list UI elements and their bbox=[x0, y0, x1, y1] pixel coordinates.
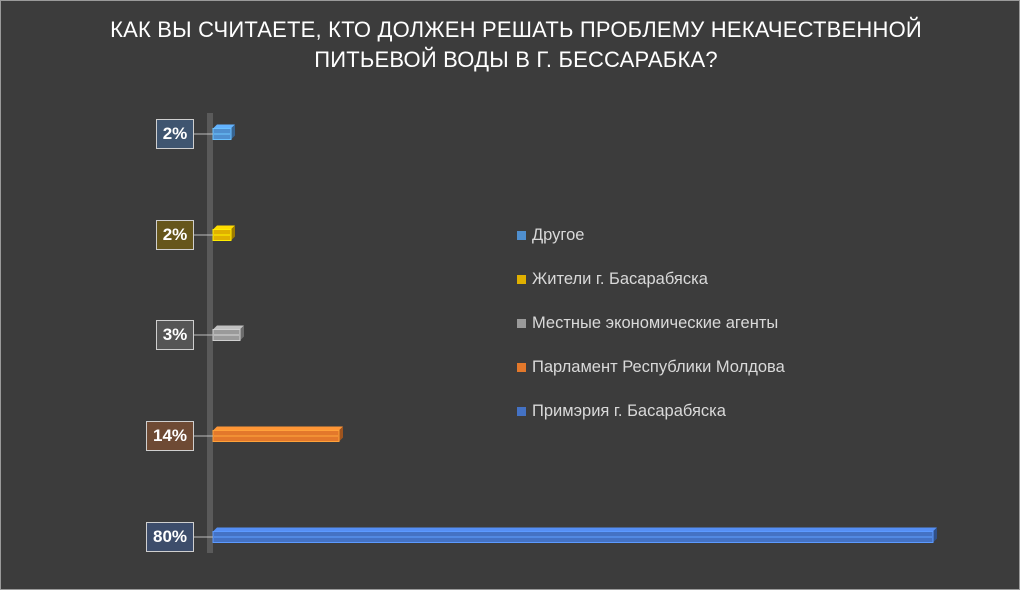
bar-side-city-hall bbox=[933, 527, 937, 543]
bar-local-agents bbox=[212, 325, 244, 341]
legend-swatch-local-agents bbox=[517, 318, 526, 328]
legend-item-city-hall: Примэрия г. Басарабяска bbox=[517, 389, 857, 433]
data-label-city-hall: 80% bbox=[146, 522, 194, 552]
bar-other bbox=[212, 124, 235, 140]
legend-item-parliament: Парламент Республики Молдова bbox=[517, 345, 857, 389]
data-label-local-agents: 3% bbox=[156, 320, 194, 350]
bar-top-residents bbox=[213, 225, 235, 230]
data-label-other: 2% bbox=[156, 119, 194, 149]
legend-swatch-parliament bbox=[517, 362, 526, 372]
bar-city-hall bbox=[212, 527, 937, 543]
data-label-parliament: 14% bbox=[146, 421, 194, 451]
bar-parliament bbox=[212, 426, 343, 442]
chart-title-line-1: КАК ВЫ СЧИТАЕТЕ, КТО ДОЛЖЕН РЕШАТЬ ПРОБЛ… bbox=[110, 17, 922, 42]
bar-top-local-agents bbox=[213, 325, 244, 330]
bar-top-city-hall bbox=[213, 527, 937, 532]
chart-title-line-2: ПИТЬЕВОЙ ВОДЫ В Г. БЕССАРАБКА? bbox=[314, 47, 718, 72]
bar-residents bbox=[212, 225, 235, 241]
legend-label-other: Другое bbox=[532, 225, 585, 244]
bar-top-parliament bbox=[213, 426, 343, 431]
legend-label-local-agents: Местные экономические агенты bbox=[532, 313, 779, 332]
legend: Другое Жители г. Басарабяска Местные эко… bbox=[517, 213, 857, 433]
bar-top-other bbox=[213, 124, 235, 129]
legend-item-other: Другое bbox=[517, 213, 857, 257]
data-label-residents: 2% bbox=[156, 220, 194, 250]
bar-side-residents bbox=[231, 225, 235, 241]
axis-wall bbox=[207, 113, 213, 553]
legend-label-parliament: Парламент Республики Молдова bbox=[532, 357, 785, 376]
bar-side-parliament bbox=[339, 426, 343, 442]
legend-swatch-other bbox=[517, 230, 526, 240]
bar-side-local-agents bbox=[240, 325, 244, 341]
bar-side-other bbox=[231, 124, 235, 140]
chart-title: КАК ВЫ СЧИТАЕТЕ, КТО ДОЛЖЕН РЕШАТЬ ПРОБЛ… bbox=[61, 15, 971, 75]
legend-swatch-city-hall bbox=[517, 406, 526, 416]
legend-item-local-agents: Местные экономические агенты bbox=[517, 301, 857, 345]
legend-item-residents: Жители г. Басарабяска bbox=[517, 257, 857, 301]
legend-label-city-hall: Примэрия г. Басарабяска bbox=[532, 401, 726, 420]
legend-label-residents: Жители г. Басарабяска bbox=[532, 269, 708, 288]
legend-swatch-residents bbox=[517, 274, 526, 284]
